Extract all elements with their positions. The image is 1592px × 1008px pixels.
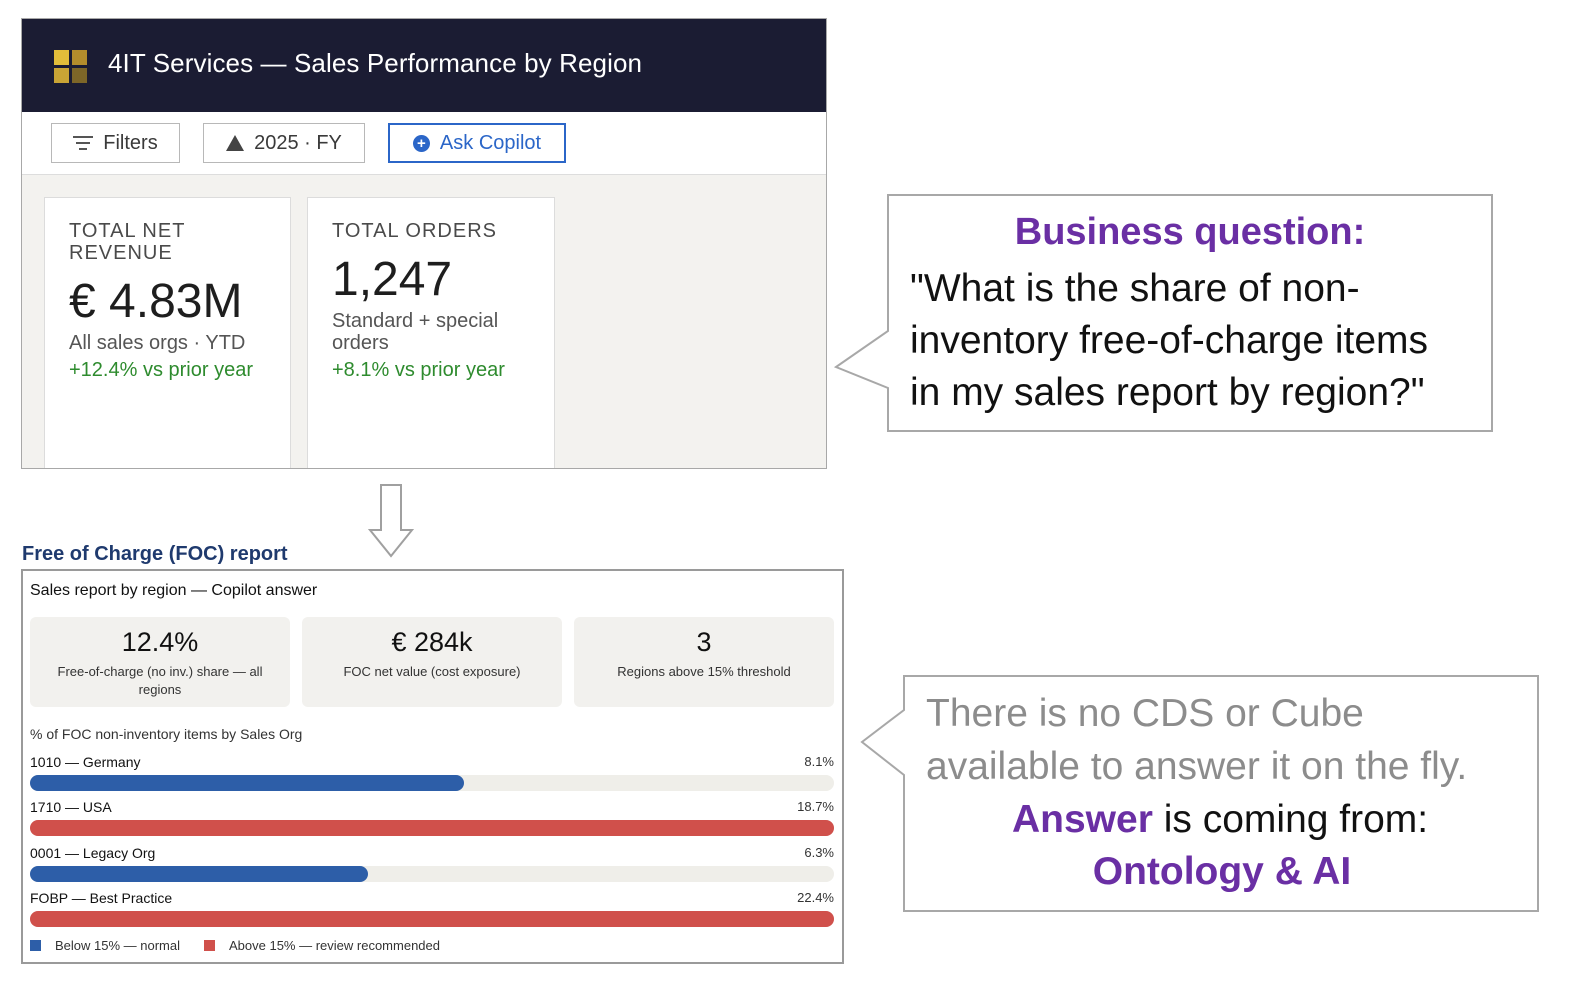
kpi-label-line: TOTAL NET xyxy=(69,220,186,242)
question-line: inventory free-of-charge items xyxy=(910,319,1429,362)
dashboard-header: 4IT Services — Sales Performance by Regi… xyxy=(22,19,826,112)
foc-kpi-value: € 284k xyxy=(391,627,473,657)
bar-track xyxy=(30,866,834,882)
bar-row: 1010 — Germany 8.1% xyxy=(30,754,834,791)
bar-chart-title: % of FOC non-inventory items by Sales Or… xyxy=(30,726,303,742)
kpi-label: TOTAL ORDERS xyxy=(332,220,497,242)
kpi-subtext-line: orders xyxy=(332,332,389,354)
ask-copilot-label: Ask Copilot xyxy=(439,131,542,154)
callout-text-line: There is no CDS or Cube xyxy=(926,692,1364,735)
bar-value-label: 22.4% xyxy=(797,890,834,905)
bar-fill xyxy=(30,820,834,836)
plus-circle-icon: + xyxy=(412,134,430,152)
toolbar: Filters 2025 · FY + Ask Copilot xyxy=(22,112,826,175)
bar-fill xyxy=(30,866,368,882)
foc-kpi-card: € 284k FOC net value (cost exposure) xyxy=(302,617,562,707)
kpi-subtext-line: Standard + special xyxy=(332,310,499,332)
question-line: in my sales report by region?" xyxy=(910,371,1425,414)
period-selector-button[interactable]: 2025 · FY xyxy=(203,123,365,163)
down-arrow-icon xyxy=(368,484,414,558)
callout-highlight: Ontology & AI xyxy=(1092,850,1352,893)
bar-row: FOBP — Best Practice 22.4% xyxy=(30,890,834,927)
kpi-subtext: All sales orgs · YTD xyxy=(69,332,245,354)
kpi-subtext: Standard + special orders xyxy=(332,310,498,354)
question-line: "What is the share of non- xyxy=(910,267,1360,310)
app-logo-icon xyxy=(54,50,87,83)
legend-swatch-normal xyxy=(30,940,41,951)
legend-label-normal: Below 15% — normal xyxy=(55,938,180,953)
foc-kpi-card: 12.4% Free-of-charge (no inv.) share — a… xyxy=(30,617,290,707)
filter-icon xyxy=(73,136,94,150)
legend-swatch-review xyxy=(204,940,215,951)
bar-value-label: 18.7% xyxy=(797,799,834,814)
kpi-card-total-orders: TOTAL ORDERS 1,247 Standard + special or… xyxy=(307,197,555,468)
answer-source-callout: There is no CDS or Cube available to ans… xyxy=(860,674,1540,913)
bar-row: 0001 — Legacy Org 6.3% xyxy=(30,845,834,882)
dashboard-window: 4IT Services — Sales Performance by Regi… xyxy=(21,18,827,469)
kpi-delta: +8.1% vs prior year xyxy=(332,359,505,381)
bar-category-label: 0001 — Legacy Org xyxy=(30,845,156,861)
answer-rest: is coming from: xyxy=(1152,798,1429,841)
business-question-callout: Business question: "What is the share of… xyxy=(834,193,1494,433)
bar-value-label: 6.3% xyxy=(804,845,834,860)
bar-track xyxy=(30,820,834,836)
kpi-card-total-net-revenue: TOTAL NET REVENUE € 4.83M All sales orgs… xyxy=(44,197,291,468)
foc-kpi-value: 3 xyxy=(696,627,712,657)
answer-emphasis: Answer xyxy=(1012,798,1153,841)
ask-copilot-button[interactable]: + Ask Copilot xyxy=(388,123,566,163)
foc-kpi-value: 12.4% xyxy=(121,627,199,657)
callout-text-line: Answer is coming from: xyxy=(1012,798,1428,842)
kpi-value: € 4.83M xyxy=(69,275,243,328)
callout-title: Business question: xyxy=(1014,211,1366,253)
foc-report-title: Sales report by region — Copilot answer xyxy=(30,582,318,599)
filters-button[interactable]: Filters xyxy=(51,123,180,163)
bar-track xyxy=(30,775,834,791)
foc-report-heading: Free of Charge (FOC) report xyxy=(22,543,288,565)
foc-kpi-card: 3 Regions above 15% threshold xyxy=(574,617,834,707)
legend-label-review: Above 15% — review recommended xyxy=(229,938,440,953)
page-title: 4IT Services — Sales Performance by Regi… xyxy=(108,48,643,78)
filters-button-label: Filters xyxy=(103,131,158,154)
kpi-label-line: TOTAL ORDERS xyxy=(332,220,497,242)
kpi-delta: +12.4% vs prior year xyxy=(69,359,253,381)
bar-fill xyxy=(30,775,465,791)
bar-category-label: FOBP — Best Practice xyxy=(30,890,173,906)
bar-track xyxy=(30,911,834,927)
kpi-label: TOTAL NET REVENUE xyxy=(69,220,185,264)
kpi-label-line: REVENUE xyxy=(69,242,173,264)
kpi-value: 1,247 xyxy=(332,253,453,306)
bar-value-label: 8.1% xyxy=(804,754,834,769)
bar-category-label: 1710 — USA xyxy=(30,799,112,815)
callout-question-text: "What is the share of non- inventory fre… xyxy=(910,263,1490,419)
bar-category-label: 1010 — Germany xyxy=(30,754,141,770)
kpi-subtext-line: All sales orgs · YTD xyxy=(69,332,246,354)
callout-text-line: available to answer it on the fly. xyxy=(926,745,1468,788)
bar-fill xyxy=(30,911,834,927)
foc-kpi-label: Free-of-charge (no inv.) share — all reg… xyxy=(57,664,263,697)
triangle-up-icon xyxy=(226,135,245,151)
period-label: 2025 · FY xyxy=(254,131,342,154)
foc-kpi-label: FOC net value (cost exposure) xyxy=(343,664,521,679)
foc-kpi-label: Regions above 15% threshold xyxy=(617,664,791,679)
chart-legend: Below 15% — normal Above 15% — review re… xyxy=(30,938,440,953)
bar-row: 1710 — USA 18.7% xyxy=(30,799,834,836)
foc-report-panel: Sales report by region — Copilot answer … xyxy=(21,569,844,964)
